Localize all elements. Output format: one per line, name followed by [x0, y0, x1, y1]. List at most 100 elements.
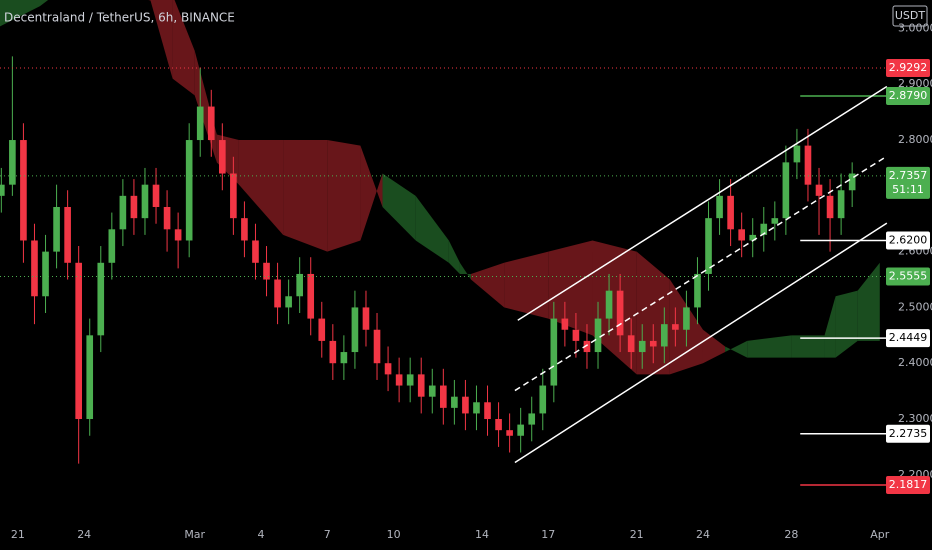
- cloud-segment: [150, 0, 173, 79]
- candle-body: [340, 352, 348, 364]
- countdown: 51:11: [892, 183, 924, 196]
- level-label-box: [886, 424, 930, 443]
- candle-body: [694, 273, 701, 308]
- candle-body: [627, 335, 635, 353]
- candle-body: [506, 430, 513, 436]
- candle-body: [395, 374, 403, 386]
- candle-body: [362, 307, 370, 330]
- candle-body: [64, 206, 71, 263]
- cloud-segment: [747, 335, 792, 358]
- chart-title: Decentraland / TetherUS, 6h, BINANCE: [4, 11, 235, 25]
- candle-body: [528, 413, 536, 425]
- candle-body: [318, 318, 326, 341]
- candle-body: [616, 290, 624, 336]
- candle-body: [638, 340, 646, 353]
- cloud-segment: [327, 140, 361, 252]
- candle-body: [484, 402, 491, 420]
- candle-body: [539, 385, 547, 414]
- x-tick-label: Apr: [870, 528, 890, 541]
- cloud-segment: [283, 140, 328, 252]
- cloud-segment: [725, 340, 748, 358]
- candle-body: [440, 385, 447, 408]
- cloud-segment: [548, 240, 593, 336]
- y-tick-label: 2.3000: [898, 412, 932, 425]
- candle-body: [9, 140, 16, 185]
- candle-body: [108, 229, 116, 263]
- level-label-box: [886, 476, 930, 495]
- candle-body: [97, 262, 105, 336]
- candle-body: [274, 279, 281, 308]
- candle-body: [451, 396, 458, 408]
- trendline: [517, 85, 888, 321]
- candle-body: [86, 335, 94, 420]
- level-label: 2.1817: [889, 478, 928, 491]
- currency-box[interactable]: [892, 5, 928, 27]
- y-tick-label: 3.0000: [898, 21, 932, 34]
- candle-body: [782, 162, 790, 219]
- x-tick-label: 4: [257, 528, 264, 541]
- candle-body: [815, 184, 823, 196]
- candle-body: [561, 318, 569, 330]
- cloud-segment: [857, 262, 880, 341]
- cloud-segment: [824, 296, 836, 358]
- level-label: 2.9292: [889, 61, 928, 74]
- cloud-segment: [459, 262, 471, 280]
- level-label-box: [886, 329, 930, 348]
- candle-body: [351, 307, 359, 353]
- cloud-segment: [148, 0, 151, 1]
- candle-body: [517, 424, 524, 436]
- candle-body: [727, 195, 734, 230]
- candle-body: [307, 273, 315, 319]
- candle-body: [152, 184, 160, 207]
- candle-body: [428, 385, 436, 397]
- cloud-segment: [470, 262, 505, 308]
- level-label: 2.4449: [889, 331, 928, 344]
- candle-body: [130, 195, 138, 219]
- candle-body: [241, 218, 248, 241]
- cloud-segment: [172, 0, 195, 96]
- x-tick-label: 24: [696, 528, 710, 541]
- x-tick-label: 21: [11, 528, 25, 541]
- candle-body: [185, 140, 193, 241]
- cloud-segment: [238, 140, 284, 235]
- candle-body: [20, 140, 27, 241]
- x-tick-label: 10: [387, 528, 401, 541]
- candle-body: [196, 106, 204, 141]
- candle-body: [53, 206, 60, 252]
- x-tick-label: 17: [541, 528, 555, 541]
- candle-body: [31, 240, 38, 297]
- level-label: 2.6200: [889, 233, 928, 246]
- candle-body: [141, 184, 149, 219]
- level-label: 2.2735: [889, 427, 928, 440]
- candle-body: [373, 329, 381, 364]
- candle-body: [661, 324, 668, 347]
- candle-body: [738, 229, 745, 241]
- x-tick-label: 24: [77, 528, 91, 541]
- candle-body: [0, 184, 5, 196]
- candle-body: [583, 340, 591, 353]
- currency[interactable]: USDT: [895, 9, 926, 22]
- trendline: [514, 222, 888, 464]
- candle-body: [771, 218, 779, 224]
- candle-body: [219, 140, 226, 174]
- candle-body: [804, 145, 812, 185]
- candle-body: [406, 374, 414, 386]
- y-tick-label: 2.8000: [898, 133, 932, 146]
- level-label-box: [886, 58, 930, 77]
- level-label: 2.7357: [889, 169, 928, 182]
- candle-body: [384, 363, 392, 375]
- x-tick-label: Mar: [184, 528, 205, 541]
- level-label-box: [886, 166, 930, 199]
- cloud-segment: [835, 290, 858, 358]
- candle-body: [285, 296, 292, 308]
- level-label-box: [886, 231, 930, 250]
- candle-body: [760, 223, 768, 235]
- cloud-segment: [0, 0, 41, 27]
- candle-body: [848, 173, 856, 191]
- candle-body: [649, 340, 657, 347]
- x-tick-label: 28: [784, 528, 798, 541]
- candle-body: [163, 206, 171, 230]
- candle-body: [263, 262, 270, 280]
- candle-body: [462, 396, 469, 414]
